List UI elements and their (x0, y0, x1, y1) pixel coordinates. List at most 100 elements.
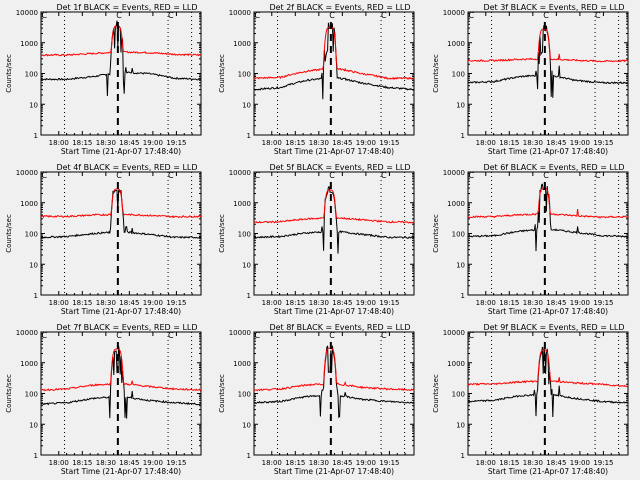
y-tick-label: 1000 (447, 200, 465, 208)
x-tick-label: 19:00 (570, 299, 590, 307)
y-tick-label: 10 (456, 421, 465, 429)
series-line-lld (253, 26, 415, 81)
x-tick-label: 19:15 (593, 299, 613, 307)
x-tick-label: 19:00 (143, 299, 163, 307)
x-tick-label: 18:15 (72, 299, 92, 307)
series-line-lld (467, 187, 629, 219)
start-bracket-marker: C (41, 171, 47, 180)
y-tick-label: 10000 (229, 9, 251, 17)
peak-marker: C (116, 11, 122, 20)
y-tick-label: 10000 (229, 169, 251, 177)
detector-panel-4: Det 4f BLACK = Events, RED = LLD 1 10 100 10… (0, 160, 213, 320)
y-tick-label: 1000 (447, 40, 465, 48)
start-bracket-marker: C (254, 11, 260, 20)
series-line-lld (253, 347, 415, 392)
y-tick-label: 10000 (229, 329, 251, 337)
x-tick-label: 18:45 (119, 139, 139, 147)
chart-title: Det 9f BLACK = Events, RED = LLD (483, 323, 624, 332)
x-tick-label: 18:30 (96, 299, 116, 307)
x-axis-label: Start Time (21-Apr-07 17:48:40) (274, 467, 394, 476)
start-bracket-marker: C (41, 11, 47, 20)
chart-title: Det 4f BLACK = Events, RED = LLD (56, 163, 197, 172)
chart-svg: Det 1f BLACK = Events, RED = LLD 1 10 100 10… (5, 3, 202, 156)
series-line-events (40, 189, 202, 239)
x-tick-label: 18:30 (309, 299, 329, 307)
x-tick-label: 18:00 (476, 139, 496, 147)
detector-panel-5: Det 5f BLACK = Events, RED = LLD 1 10 100 10… (213, 160, 426, 320)
start-bracket-marker: C (41, 331, 47, 340)
x-tick-label: 19:00 (356, 299, 376, 307)
y-tick-label: 100 (25, 391, 38, 399)
y-tick-label: 100 (238, 71, 251, 79)
chart-title: Det 8f BLACK = Events, RED = LLD (269, 323, 410, 332)
detector-panel-2: Det 2f BLACK = Events, RED = LLD 1 10 100 10… (213, 0, 426, 160)
chart-title: Det 6f BLACK = Events, RED = LLD (483, 163, 624, 172)
y-axis-label: Counts/sec (218, 54, 226, 93)
peak-marker: C (329, 11, 335, 20)
series-line-events (253, 22, 415, 100)
x-tick-label: 19:00 (356, 459, 376, 467)
x-tick-label: 18:00 (49, 299, 69, 307)
y-tick-label: 1 (247, 452, 251, 460)
x-axis-label: Start Time (21-Apr-07 17:48:40) (488, 467, 608, 476)
y-axis-label: Counts/sec (218, 374, 226, 413)
y-tick-label: 1 (34, 132, 38, 140)
y-tick-label: 1000 (233, 360, 251, 368)
chart-svg: Det 4f BLACK = Events, RED = LLD 1 10 100 10… (5, 163, 202, 316)
y-tick-label: 1000 (20, 200, 38, 208)
chart-svg: Det 5f BLACK = Events, RED = LLD 1 10 100 10… (218, 163, 415, 316)
detector-panel-3: Det 3f BLACK = Events, RED = LLD 1 10 100 10… (427, 0, 640, 160)
x-tick-label: 18:45 (119, 459, 139, 467)
x-tick-label: 19:00 (570, 459, 590, 467)
y-tick-label: 1 (461, 132, 465, 140)
x-tick-label: 18:30 (96, 459, 116, 467)
y-tick-label: 1000 (20, 360, 38, 368)
x-tick-label: 18:00 (49, 459, 69, 467)
peak-marker: C (329, 331, 335, 340)
x-axis-label: Start Time (21-Apr-07 17:48:40) (274, 307, 394, 316)
detector-panel-7: Det 7f BLACK = Events, RED = LLD 1 10 100 10… (0, 320, 213, 480)
x-tick-label: 18:30 (96, 139, 116, 147)
y-axis-label: Counts/sec (218, 214, 226, 253)
chart-title: Det 7f BLACK = Events, RED = LLD (56, 323, 197, 332)
x-tick-label: 19:15 (166, 299, 186, 307)
y-tick-label: 100 (452, 71, 465, 79)
series-line-lld (40, 188, 202, 219)
chart-title: Det 1f BLACK = Events, RED = LLD (56, 3, 197, 12)
end-bracket-marker: C (168, 331, 174, 340)
x-tick-label: 19:00 (143, 459, 163, 467)
start-bracket-marker: C (254, 171, 260, 180)
x-tick-label: 18:45 (119, 299, 139, 307)
x-tick-label: 19:00 (570, 139, 590, 147)
y-tick-label: 100 (452, 231, 465, 239)
y-tick-label: 1000 (233, 200, 251, 208)
detector-panel-6: Det 6f BLACK = Events, RED = LLD 1 10 100 10… (427, 160, 640, 320)
x-tick-label: 18:00 (262, 459, 282, 467)
y-tick-label: 1000 (20, 40, 38, 48)
y-tick-label: 10 (242, 421, 251, 429)
end-bracket-marker: C (381, 331, 387, 340)
x-axis-label: Start Time (21-Apr-07 17:48:40) (61, 467, 181, 476)
end-bracket-marker: C (168, 171, 174, 180)
chart-svg: Det 8f BLACK = Events, RED = LLD 1 10 100 10… (218, 323, 415, 476)
x-tick-label: 18:30 (523, 139, 543, 147)
x-tick-label: 18:45 (546, 139, 566, 147)
y-axis-label: Counts/sec (432, 374, 440, 413)
y-tick-label: 10 (242, 101, 251, 109)
y-tick-label: 10000 (443, 169, 465, 177)
end-bracket-marker: C (595, 331, 601, 340)
end-bracket-marker: C (595, 11, 601, 20)
y-tick-label: 10000 (443, 9, 465, 17)
x-tick-label: 18:15 (499, 139, 519, 147)
peak-marker: C (543, 331, 549, 340)
chart-title: Det 2f BLACK = Events, RED = LLD (269, 3, 410, 12)
y-tick-label: 100 (238, 391, 251, 399)
series-line-events (40, 20, 202, 97)
y-tick-label: 10 (456, 101, 465, 109)
chart-svg: Det 7f BLACK = Events, RED = LLD 1 10 100 10… (5, 323, 202, 476)
x-tick-label: 18:00 (262, 299, 282, 307)
y-tick-label: 1000 (447, 360, 465, 368)
chart-svg: Det 6f BLACK = Events, RED = LLD 1 10 100 10… (432, 163, 629, 316)
end-bracket-marker: C (595, 171, 601, 180)
peak-marker: C (329, 171, 335, 180)
